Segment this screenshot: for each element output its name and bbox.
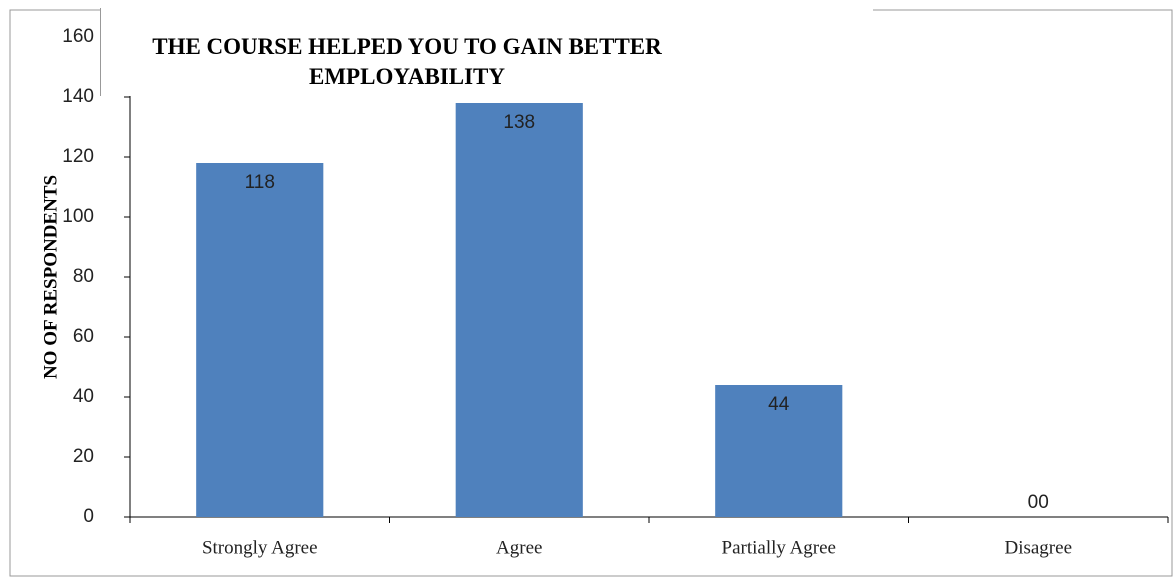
data-label: 44 — [768, 394, 790, 415]
y-tick-label: 60 — [73, 326, 94, 347]
x-tick-label: Strongly Agree — [202, 537, 318, 558]
y-tick-label: 0 — [83, 506, 94, 527]
y-tick-label: 120 — [62, 146, 94, 167]
data-label: 118 — [245, 172, 275, 193]
bar — [715, 385, 843, 517]
bar — [196, 163, 324, 517]
data-label: 00 — [1028, 492, 1049, 513]
x-tick-label: Disagree — [1004, 537, 1072, 558]
y-axis-label: NO OF RESPONDENTS — [40, 175, 61, 379]
y-tick-label: 160 — [62, 26, 94, 47]
data-label: 138 — [503, 112, 535, 133]
y-tick-label: 80 — [73, 266, 94, 287]
y-tick-label: 40 — [73, 386, 94, 407]
y-tick-label: 20 — [73, 446, 94, 467]
x-tick-label: Agree — [496, 537, 542, 558]
y-tick-label: 100 — [62, 206, 94, 227]
y-tick-label: 140 — [62, 86, 94, 107]
x-tick-label: Partially Agree — [722, 537, 837, 558]
chart-title: THE COURSE HELPED YOU TO GAIN BETTER EMP… — [100, 8, 873, 96]
bar — [455, 103, 583, 517]
